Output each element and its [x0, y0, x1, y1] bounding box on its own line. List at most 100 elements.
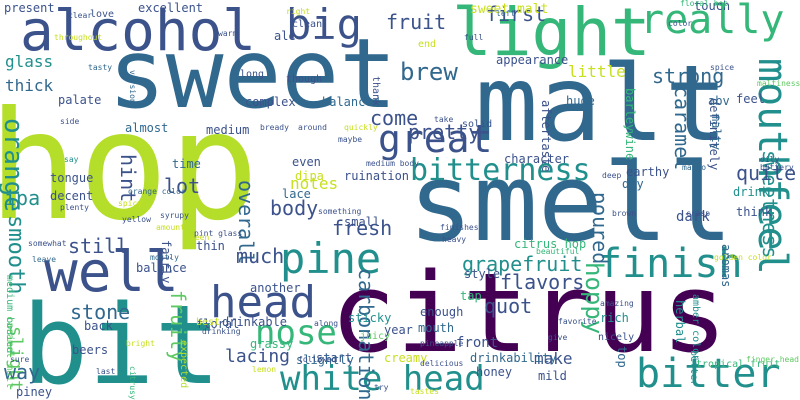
cloud-word: character — [504, 152, 570, 166]
cloud-word: seen — [190, 233, 210, 242]
cloud-word: drinkability — [470, 351, 557, 365]
cloud-word: decent — [50, 189, 94, 203]
cloud-word: aromas — [719, 244, 733, 288]
cloud-word: thick — [5, 76, 54, 95]
cloud-word: clean — [292, 19, 323, 30]
cloud-word: sweet — [108, 18, 397, 130]
cloud-word: juicy — [360, 331, 391, 342]
cloud-word: earthy — [626, 165, 670, 179]
cloud-word: heavy — [442, 235, 467, 244]
cloud-word: finger head — [746, 355, 799, 364]
cloud-word: touch — [694, 0, 731, 13]
cloud-word: style — [464, 267, 501, 281]
cloud-word: well — [44, 240, 179, 305]
cloud-word: brown — [612, 209, 637, 218]
cloud-word: color — [668, 19, 693, 28]
cloud-word: complex — [245, 95, 296, 109]
cloud-word: last — [96, 367, 116, 376]
cloud-word: sweet malt — [470, 2, 549, 17]
cloud-word: caramel — [670, 86, 694, 171]
cloud-word: little — [568, 62, 626, 81]
cloud-word: version — [128, 70, 137, 104]
cloud-word: quot — [484, 294, 533, 318]
cloud-word: followed — [298, 355, 337, 364]
cloud-word: hop — [0, 80, 259, 254]
cloud-word: flavors — [500, 270, 585, 294]
cloud-word: clear — [68, 11, 93, 20]
cloud-word: syrupy — [160, 211, 189, 220]
cloud-word: balance — [136, 261, 187, 275]
cloud-word: take — [434, 115, 454, 124]
cloud-word: big — [286, 0, 362, 49]
cloud-word: bready — [260, 123, 289, 132]
cloud-word: mouth — [418, 321, 455, 335]
cloud-word: piney — [16, 385, 53, 399]
cloud-word: dipa — [295, 169, 324, 183]
cloud-word: grassy — [250, 337, 294, 351]
cloud-word: full — [464, 33, 484, 42]
cloud-word: make — [534, 349, 573, 368]
cloud-word: citrus hop — [514, 237, 587, 251]
cloud-word: plenty — [60, 203, 89, 212]
cloud-word: nose — [255, 313, 337, 353]
cloud-word: almost — [125, 121, 169, 135]
cloud-word: much — [236, 244, 285, 268]
cloud-word: bitterness — [410, 153, 591, 188]
cloud-word: top — [615, 346, 629, 368]
cloud-word: excellent — [138, 1, 204, 15]
cloud-word: ipa — [4, 186, 41, 210]
cloud-word: bitter — [636, 351, 781, 397]
cloud-word: tropical fruit — [696, 359, 781, 370]
cloud-word: abv — [708, 94, 730, 108]
cloud-word: fruit — [386, 10, 447, 34]
cloud-word: head — [210, 277, 316, 328]
cloud-word: amount — [156, 223, 185, 232]
cloud-word: try — [374, 383, 389, 392]
cloud-word: beautiful — [536, 247, 580, 256]
cloud-word: start — [316, 351, 353, 365]
cloud-word: small — [344, 215, 381, 229]
cloud-word: tongue — [50, 171, 94, 185]
cloud-word: solid — [462, 119, 493, 130]
cloud-word: caramel malt — [4, 316, 15, 389]
cloud-word: mango — [682, 163, 707, 172]
cloud-word: right — [286, 7, 311, 16]
cloud-word: dark — [676, 209, 710, 225]
cloud-word: love — [90, 9, 115, 20]
cloud-word: slightly — [296, 353, 354, 367]
cloud-word: stone — [70, 300, 131, 324]
cloud-word: ale — [274, 29, 296, 43]
cloud-word: around — [298, 123, 327, 132]
cloud-word: side — [60, 117, 80, 126]
cloud-word: quickly — [344, 123, 378, 132]
cloud-word: favorite — [558, 317, 597, 326]
cloud-word: ruination — [344, 169, 410, 183]
cloud-word: lacing — [225, 346, 291, 367]
cloud-word: leave — [32, 255, 57, 264]
cloud-word: though — [286, 74, 323, 85]
cloud-word: left — [496, 9, 516, 18]
cloud-word: finishes — [440, 223, 479, 232]
cloud-word: yellow — [122, 215, 151, 224]
cloud-word: thin — [196, 239, 225, 253]
cloud-word: rich — [600, 311, 629, 325]
cloud-word: expected — [178, 340, 189, 389]
cloud-word: spicy — [118, 199, 143, 208]
cloud-word: spice — [710, 63, 735, 72]
cloud-word: poured — [588, 192, 612, 265]
cloud-word: strong — [652, 64, 725, 88]
cloud-word: think — [736, 205, 773, 219]
cloud-word: something — [318, 207, 362, 216]
cloud-word: medium — [206, 123, 250, 137]
cloud-word: finish — [598, 241, 743, 287]
cloud-word: another — [250, 281, 301, 295]
cloud-word: citrus — [330, 249, 728, 377]
cloud-word: buttery — [760, 163, 794, 172]
cloud-word: maltiness — [757, 79, 800, 88]
cloud-word: nicely — [598, 332, 635, 343]
cloud-word: barleywine — [623, 88, 637, 161]
cloud-word: brew — [400, 58, 458, 86]
cloud-word: mild — [538, 369, 567, 383]
cloud-word: citrusy — [128, 366, 137, 400]
